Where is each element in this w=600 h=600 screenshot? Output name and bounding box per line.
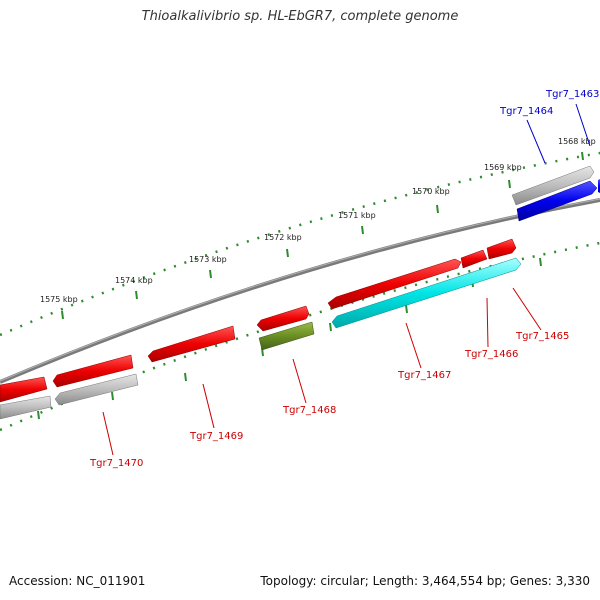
gene-label[interactable]: Tgr7_1469 (189, 431, 243, 442)
gene-tgr7-1468-red[interactable] (256, 305, 310, 332)
genome-summary-text: Topology: circular; Length: 3,464,554 bp… (260, 574, 590, 588)
gene-tgr7-1469[interactable] (147, 325, 236, 363)
outer-ruler (0, 151, 600, 337)
gene-tgr7-1465[interactable] (486, 238, 517, 260)
gene-tgr7-1466[interactable] (460, 249, 488, 269)
gene-left-gray[interactable] (0, 395, 52, 420)
tick-label: 1572 kbp (264, 233, 302, 242)
gene-tgr7-1463[interactable] (516, 180, 598, 222)
label-leaders (102, 103, 591, 456)
gene-tgr7-1467[interactable] (327, 258, 462, 310)
tick-label: 1574 kbp (115, 276, 153, 285)
gene-left-red[interactable] (0, 376, 48, 403)
gene-label[interactable]: Tgr7_1466 (464, 349, 518, 360)
genome-backbone-highlight (0, 198, 600, 382)
tick-label: 1571 kbp (338, 211, 376, 220)
gene-tgr7-1464[interactable] (511, 165, 595, 206)
accession-text: Accession: NC_011901 (9, 574, 146, 588)
tick-label: 1570 kbp (412, 187, 450, 196)
gene-tgr7-1470[interactable] (52, 354, 134, 388)
map-title: Thioalkalivibrio sp. HL-EbGR7, complete … (141, 9, 459, 24)
outer-ruler-ticks (61, 151, 584, 320)
gene-tgr7-1467-cyan[interactable] (331, 257, 522, 329)
gene-label[interactable]: Tgr7_1464 (499, 106, 553, 117)
gene-label[interactable]: Tgr7_1468 (282, 405, 336, 416)
gene-tgr7-1468[interactable] (258, 321, 315, 351)
gene-label[interactable]: Tgr7_1463 (545, 89, 599, 100)
tick-label: 1573 kbp (189, 255, 227, 264)
gene-label[interactable]: Tgr7_1470 (89, 458, 143, 469)
genome-backbone (0, 198, 600, 384)
tick-label: 1575 kbp (40, 295, 78, 304)
gene-label[interactable]: Tgr7_1465 (515, 331, 569, 342)
tick-label: 1569 kbp (484, 163, 522, 172)
gene-label[interactable]: Tgr7_1467 (397, 370, 451, 381)
gene-tgr7-1470-gray[interactable] (54, 373, 139, 406)
tick-label: 1568 kbp (558, 137, 596, 146)
